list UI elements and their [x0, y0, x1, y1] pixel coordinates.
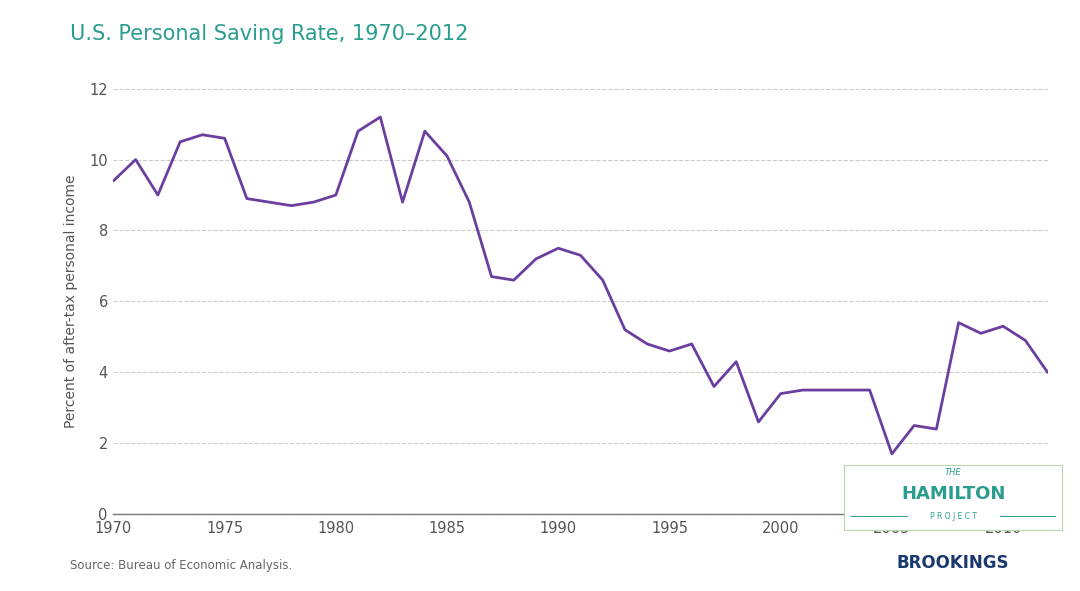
Text: U.S. Personal Saving Rate, 1970–2012: U.S. Personal Saving Rate, 1970–2012 — [70, 24, 469, 44]
Bar — [843, 465, 1063, 531]
Y-axis label: Percent of after-tax personal income: Percent of after-tax personal income — [64, 175, 78, 428]
Text: P R O J E C T: P R O J E C T — [930, 512, 976, 521]
Text: Source: Bureau of Economic Analysis.: Source: Bureau of Economic Analysis. — [70, 559, 293, 572]
Text: BROOKINGS: BROOKINGS — [896, 554, 1010, 571]
Text: THE: THE — [945, 467, 961, 477]
Text: HAMILTON: HAMILTON — [901, 485, 1005, 504]
